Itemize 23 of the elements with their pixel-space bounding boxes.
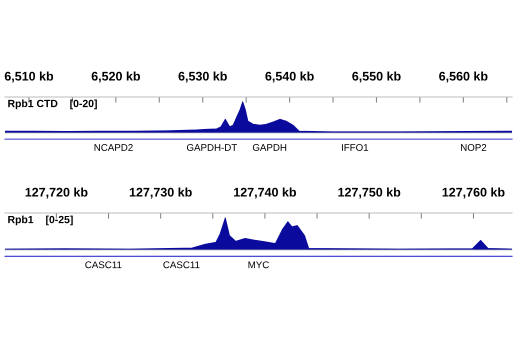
text: NOP2: [461, 144, 486, 151]
x-tick-label: 6,510 kb: [4, 71, 54, 82]
x-tick-label: 6,550 kb: [352, 71, 401, 82]
text: IFFO1: [342, 144, 368, 151]
text: CASC11: [163, 261, 200, 268]
x-tick-label: 6,530 kb: [178, 71, 227, 82]
chart-title: Rpb1 CTD: [8, 100, 58, 110]
x-tick-label: 127,720 kb: [26, 187, 88, 198]
chart-subtitle: [0-25]: [46, 216, 73, 226]
text: CASC11: [85, 261, 122, 268]
text: NCAPD2: [94, 144, 133, 151]
x-tick-label: 127,760 kb: [442, 187, 505, 198]
x-tick-label: 127,750 kb: [338, 187, 400, 198]
chart-subtitle: [0-20]: [70, 100, 97, 110]
x-tick-label: 6,540 kb: [265, 71, 314, 82]
x-tick-label: 6,520 kb: [92, 71, 140, 82]
text: GAPDH-DT: [186, 144, 238, 151]
x-tick-label: 127,730 kb: [130, 187, 192, 198]
chart-title: Rpb1: [8, 216, 34, 226]
x-tick-label: 6,560 kb: [439, 71, 488, 82]
x-tick-label: 127,740 kb: [234, 187, 296, 198]
text: MYC: [248, 261, 269, 268]
text: GAPDH: [252, 144, 286, 151]
